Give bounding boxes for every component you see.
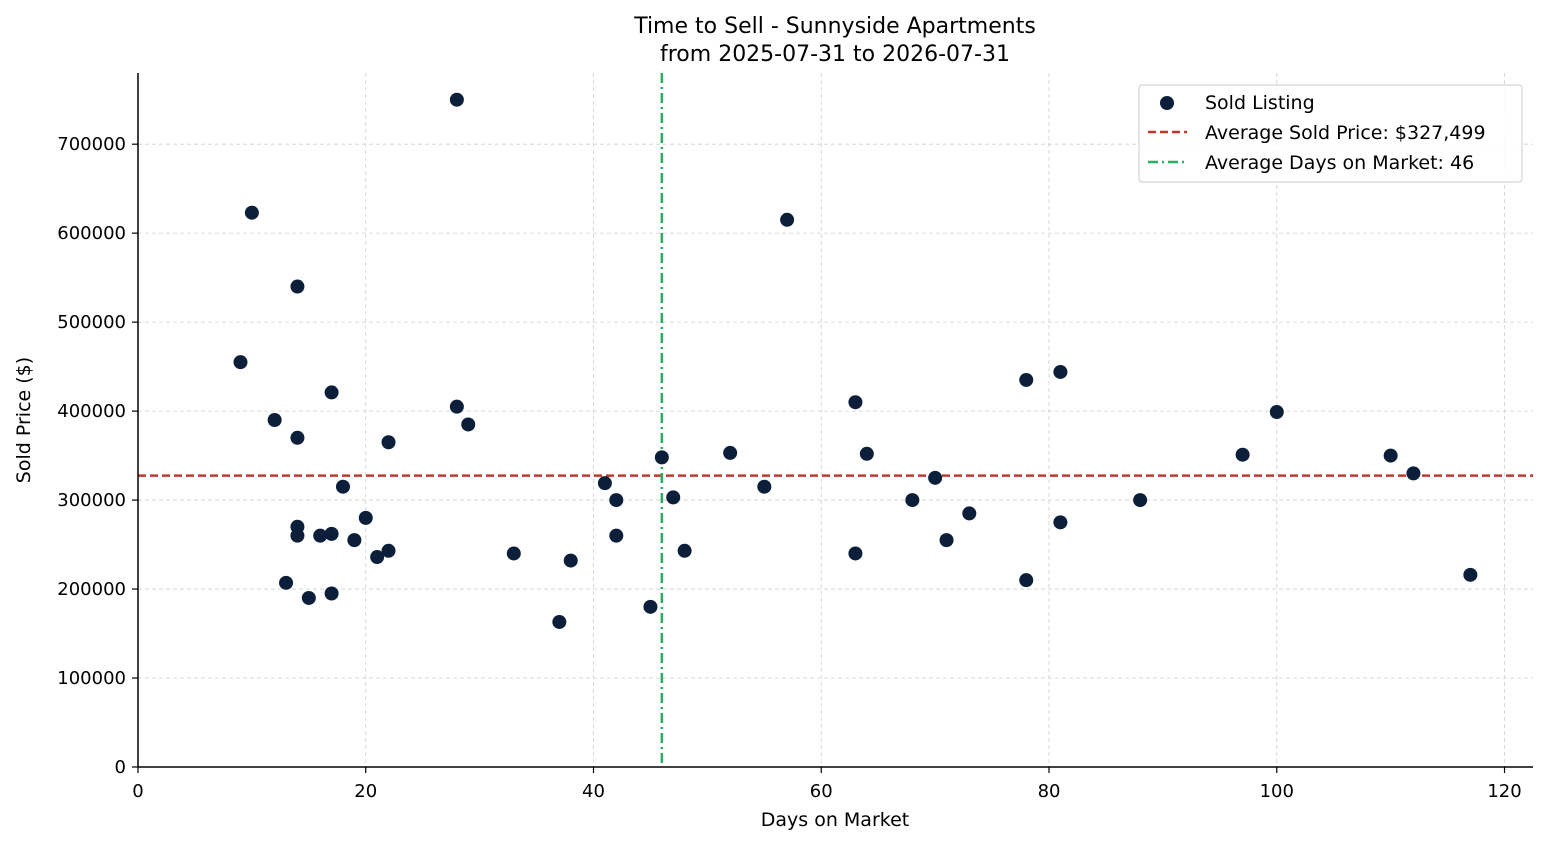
reference-lines [138, 73, 1533, 767]
data-point [939, 533, 954, 548]
x-tick-label: 60 [810, 781, 833, 802]
data-point [654, 450, 669, 465]
data-point [1406, 466, 1421, 481]
y-tick-label: 300000 [57, 490, 126, 511]
data-point [563, 553, 578, 568]
data-point [552, 614, 567, 629]
data-point [449, 92, 464, 107]
data-point [1463, 567, 1478, 582]
y-tick-label: 600000 [57, 223, 126, 244]
legend-label-avg-price: Average Sold Price: $327,499 [1205, 122, 1486, 144]
data-point [381, 543, 396, 558]
data-point [1019, 573, 1034, 588]
y-tick-label: 500000 [57, 312, 126, 333]
legend: Sold Listing Average Sold Price: $327,49… [1138, 84, 1523, 183]
legend-box [1138, 84, 1523, 183]
data-point [757, 479, 772, 494]
data-point [370, 550, 385, 565]
y-tick-label: 200000 [57, 579, 126, 600]
data-point [597, 476, 612, 491]
data-point [1053, 515, 1068, 530]
data-point [324, 385, 339, 400]
data-point [962, 506, 977, 521]
axes [137, 73, 1533, 768]
data-point [506, 546, 521, 561]
data-point [279, 575, 294, 590]
x-tick-label: 20 [354, 781, 377, 802]
data-point [335, 479, 350, 494]
data-point [905, 493, 920, 508]
data-point [358, 510, 373, 525]
data-point [677, 543, 692, 558]
x-axis-label: Days on Market [761, 809, 909, 831]
data-point [381, 435, 396, 450]
data-point [848, 395, 863, 410]
data-point [1053, 364, 1068, 379]
x-tick-label: 120 [1487, 781, 1521, 802]
data-point [347, 533, 362, 548]
y-tick-label: 0 [115, 757, 126, 778]
data-point [1019, 372, 1034, 387]
data-point [290, 528, 305, 543]
data-point [267, 413, 282, 427]
x-tick-label: 100 [1260, 781, 1294, 802]
data-point [301, 590, 316, 605]
chart-subtitle: from 2025-07-31 to 2026-07-31 [660, 42, 1010, 67]
data-point [461, 417, 476, 432]
y-tick-label: 100000 [57, 668, 126, 689]
data-point [449, 399, 464, 414]
data-point [609, 528, 624, 543]
data-point [609, 493, 624, 508]
data-point [1269, 404, 1284, 419]
data-point [1383, 448, 1398, 463]
data-point [244, 205, 259, 220]
data-point [780, 212, 795, 227]
data-point [859, 446, 874, 461]
data-point [848, 546, 863, 561]
data-point [1235, 447, 1250, 462]
data-point [290, 430, 305, 445]
x-tick-label: 0 [132, 781, 143, 802]
data-point [643, 599, 658, 614]
y-axis-label: Sold Price ($) [13, 357, 35, 483]
chart-title: Time to Sell - Sunnyside Apartments [633, 14, 1036, 39]
data-point [233, 355, 248, 370]
data-points [233, 92, 1478, 629]
data-point [290, 279, 305, 294]
y-tick-label: 700000 [57, 134, 126, 155]
legend-label-sold-listing: Sold Listing [1205, 92, 1315, 114]
tick-labels: 0 20 40 60 80 100 120 0 100000 200000 300000 400000… [57, 134, 1521, 802]
legend-label-avg-days: Average Days on Market: 46 [1205, 152, 1474, 174]
x-tick-label: 40 [582, 781, 605, 802]
legend-marker-sold-listing [1160, 96, 1174, 110]
data-point [723, 445, 738, 460]
data-point [324, 526, 339, 541]
data-point [666, 490, 681, 505]
x-tick-label: 80 [1038, 781, 1061, 802]
data-point [1133, 493, 1148, 508]
data-point [324, 586, 339, 601]
y-tick-label: 400000 [57, 401, 126, 422]
data-point [313, 528, 328, 543]
data-point [928, 470, 943, 485]
